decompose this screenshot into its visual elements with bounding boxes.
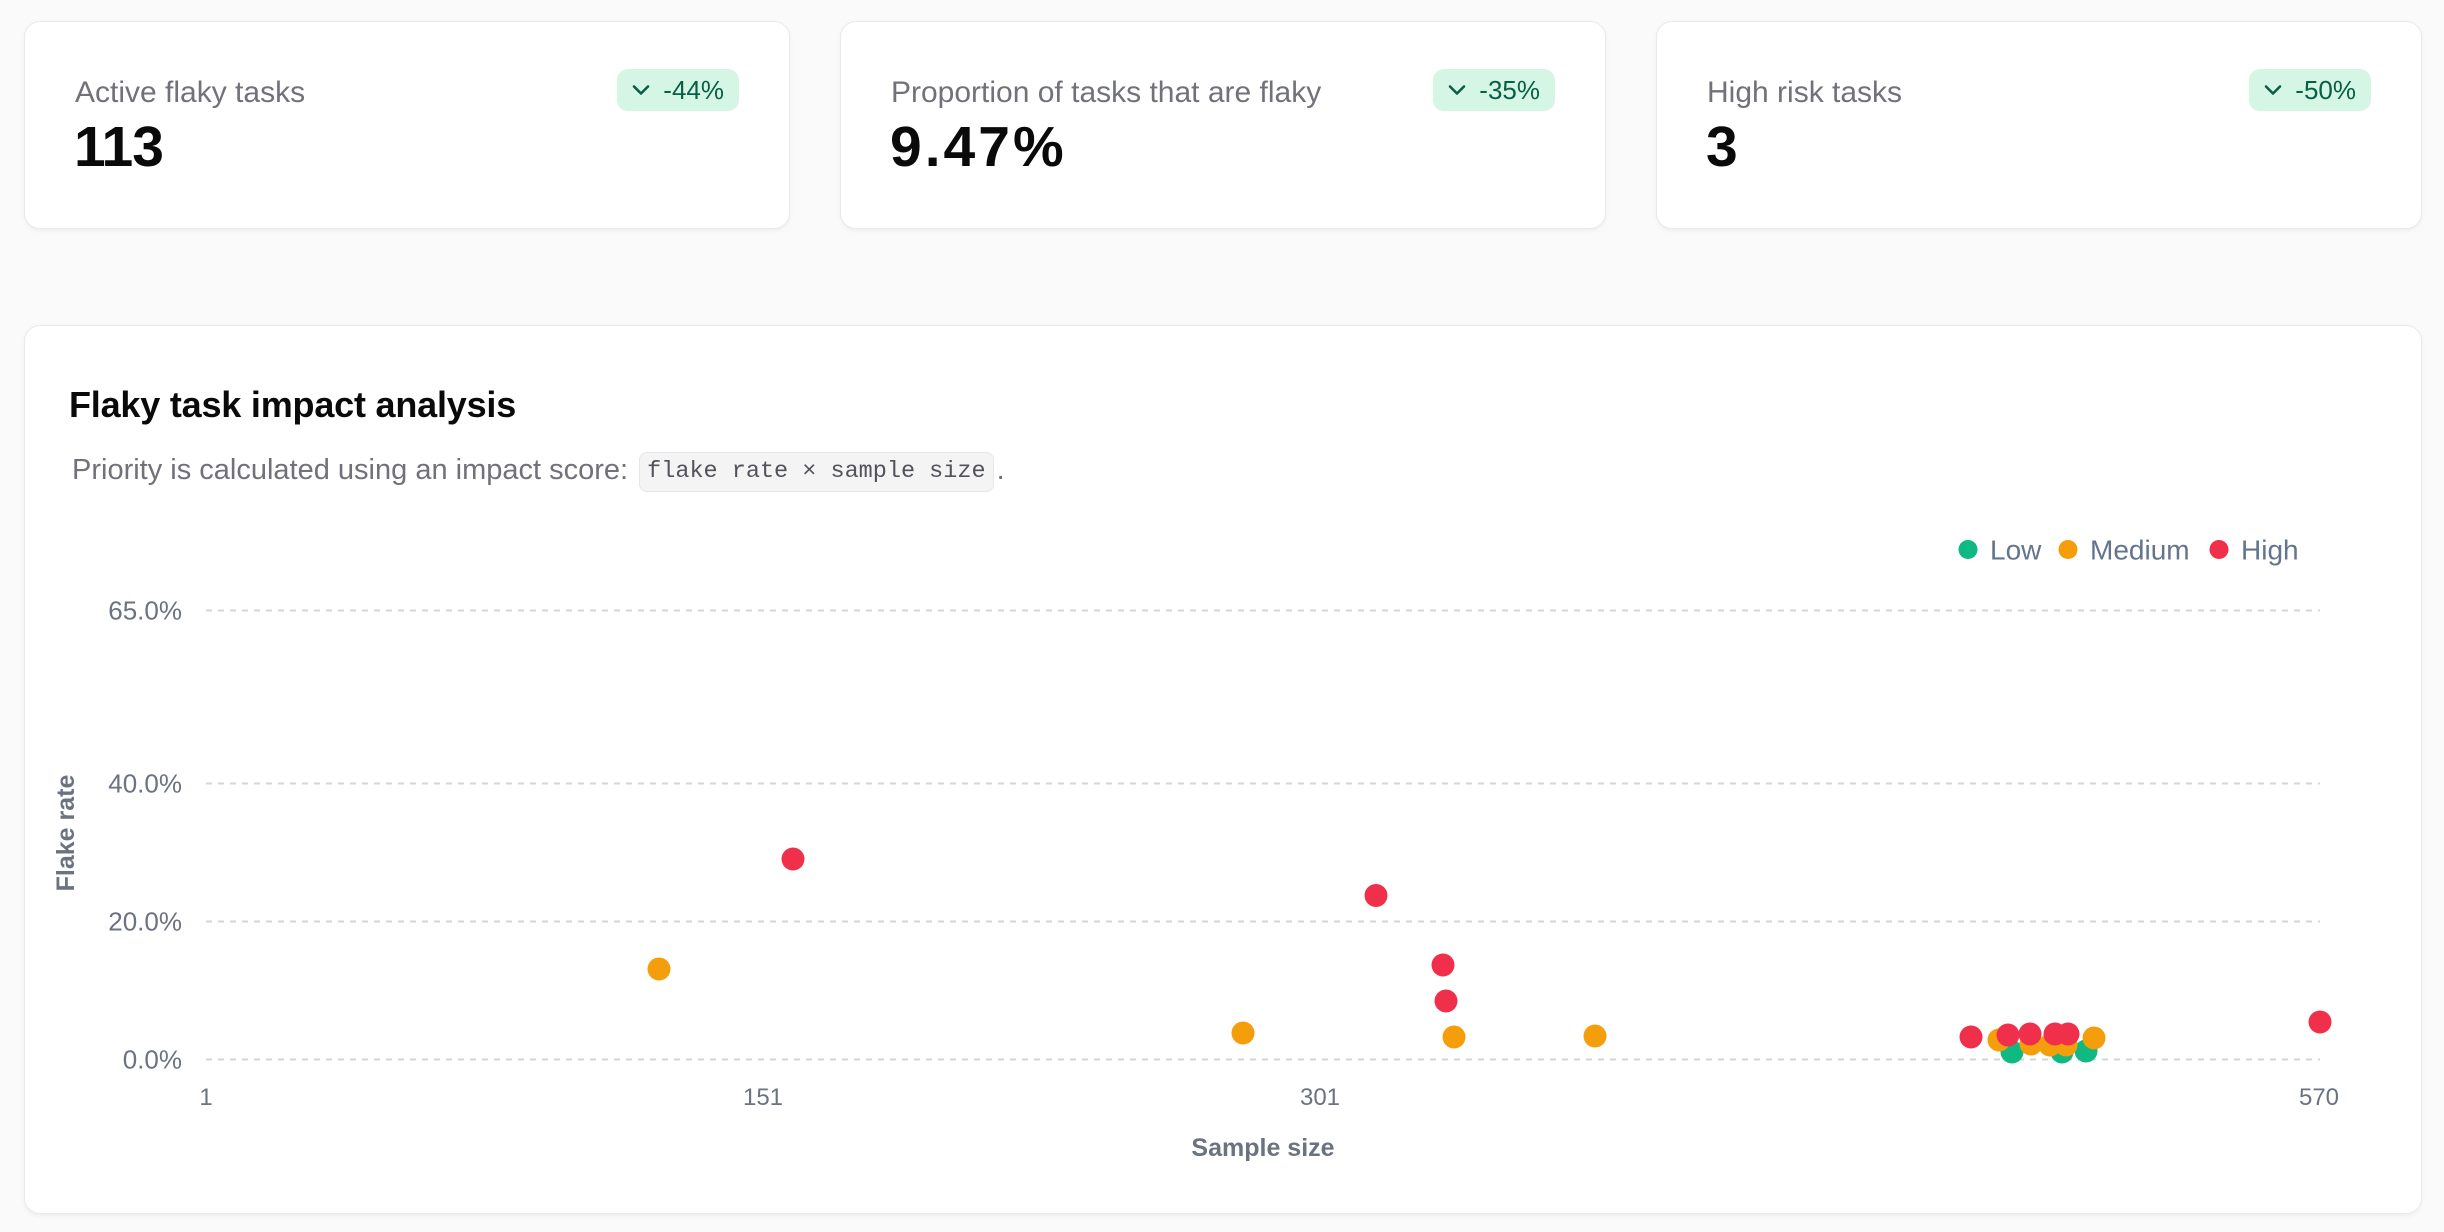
- svg-text:High: High: [2241, 535, 2299, 566]
- svg-text:1: 1: [199, 1084, 212, 1111]
- svg-text:20.0%: 20.0%: [108, 907, 182, 937]
- svg-text:40.0%: 40.0%: [108, 769, 182, 799]
- svg-text:Flake rate: Flake rate: [52, 775, 80, 892]
- svg-text:Sample size: Sample size: [1191, 1134, 1334, 1162]
- svg-text:570: 570: [2299, 1084, 2339, 1111]
- svg-text:Medium: Medium: [2090, 535, 2190, 566]
- svg-text:151: 151: [743, 1084, 783, 1111]
- svg-text:301: 301: [1300, 1084, 1340, 1111]
- svg-text:0.0%: 0.0%: [123, 1045, 182, 1075]
- svg-text:65.0%: 65.0%: [108, 596, 182, 626]
- svg-text:Low: Low: [1990, 535, 2042, 566]
